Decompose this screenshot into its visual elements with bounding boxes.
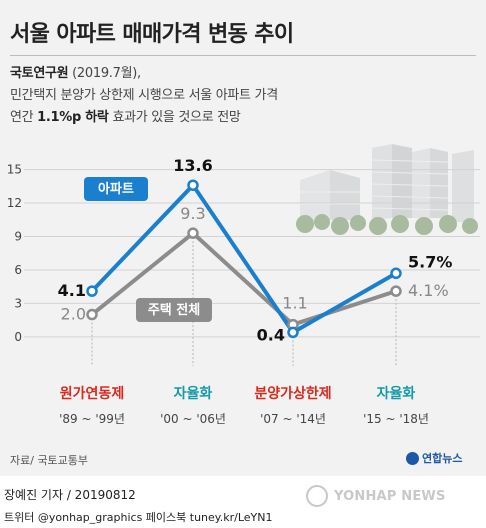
yonhap-watermark: YONHAP NEWS <box>306 482 484 510</box>
y-tick-label: 12 <box>7 196 22 210</box>
y-tick-label: 0 <box>14 330 22 344</box>
data-point-apartment <box>86 285 98 297</box>
line-chart: 0 3 6 9 12 15 4.1 13.6 0.4 5.7% 2.0 9.3 1.1 4.1% 아파트… <box>7 144 480 426</box>
legend-box-housing <box>136 298 212 322</box>
x-period-label: '07 ~ '14년 <box>260 412 326 426</box>
org-name: 국토연구원 <box>10 66 69 81</box>
x-period-label: '15 ~ '18년 <box>363 412 429 426</box>
data-point-housing <box>86 308 98 321</box>
subtitle-highlight: 1.1%p 하락 <box>37 110 109 125</box>
data-label-housing: 9.3 <box>180 204 205 223</box>
legend-label-housing: 주택 전체 <box>148 302 200 318</box>
subtitle-line-3: 연간 1.1%p 하락 효과가 있을 것으로 전망 <box>10 106 241 125</box>
chart-title: 서울 아파트 매매가격 변동 추이 <box>10 22 294 47</box>
data-label-apartment: 5.7% <box>408 252 452 271</box>
data-point-housing <box>187 227 199 239</box>
legend-box-apartment <box>84 177 148 201</box>
data-label-housing: 1.1 <box>282 294 307 313</box>
legend-label-apartment: 아파트 <box>98 181 134 197</box>
data-label-apartment: 13.6 <box>173 156 212 175</box>
x-category-label: 분양가상한제 <box>254 386 331 402</box>
x-category-label: 자율화 <box>377 385 416 402</box>
apartment-illustration <box>296 144 478 235</box>
social-line: 트위터 @yonhap_graphics 페이스북 tuney.kr/LeYN1 <box>4 511 273 524</box>
y-tick-label: 6 <box>14 263 22 277</box>
data-point-apartment <box>187 179 199 191</box>
data-point-apartment <box>390 267 402 280</box>
org-date: (2019.7월), <box>72 66 141 81</box>
data-point-housing <box>390 285 402 297</box>
data-label-housing: 2.0 <box>61 305 86 324</box>
title-divider <box>10 55 476 56</box>
subtitle-line-2: 민간택지 분양가 상한제 시행으로 서울 아파트 가격 <box>10 88 278 103</box>
y-tick-label: 9 <box>14 229 22 243</box>
x-period-label: '00 ~ '06년 <box>160 412 226 426</box>
data-label-apartment: 0.4 <box>257 325 285 344</box>
yonhap-watermark-text: YONHAP NEWS <box>334 488 446 504</box>
series-line-housing <box>90 231 397 327</box>
subtitle-line-1: 국토연구원 (2019.7월), <box>10 62 141 81</box>
y-tick-label: 15 <box>7 163 22 177</box>
footer: 장예진 기자 / 20190812 트위터 @yonhap_graphics 페… <box>0 476 486 528</box>
data-label-housing: 4.1% <box>408 281 449 300</box>
x-category-label: 원가연동제 <box>60 386 124 402</box>
credit-line: 장예진 기자 / 20190812 <box>4 488 136 502</box>
yonhap-logo-icon <box>406 451 419 465</box>
subtitle-post: 효과가 있을 것으로 전망 <box>112 110 241 125</box>
y-tick-label: 3 <box>14 296 22 310</box>
x-category-label: 자율화 <box>174 385 213 402</box>
series-line-apartment <box>90 183 397 335</box>
data-point-apartment <box>287 326 299 339</box>
x-period-label: '89 ~ '99년 <box>59 412 125 426</box>
data-label-apartment: 4.1 <box>58 281 86 300</box>
brand-name: 연합뉴스 <box>422 452 463 465</box>
brand-logo: 연합뉴스 <box>406 450 462 466</box>
subtitle-pre: 연간 <box>10 110 34 125</box>
yonhap-circle-icon <box>306 485 328 507</box>
source-note: 자료/ 국토교통부 <box>10 454 89 467</box>
